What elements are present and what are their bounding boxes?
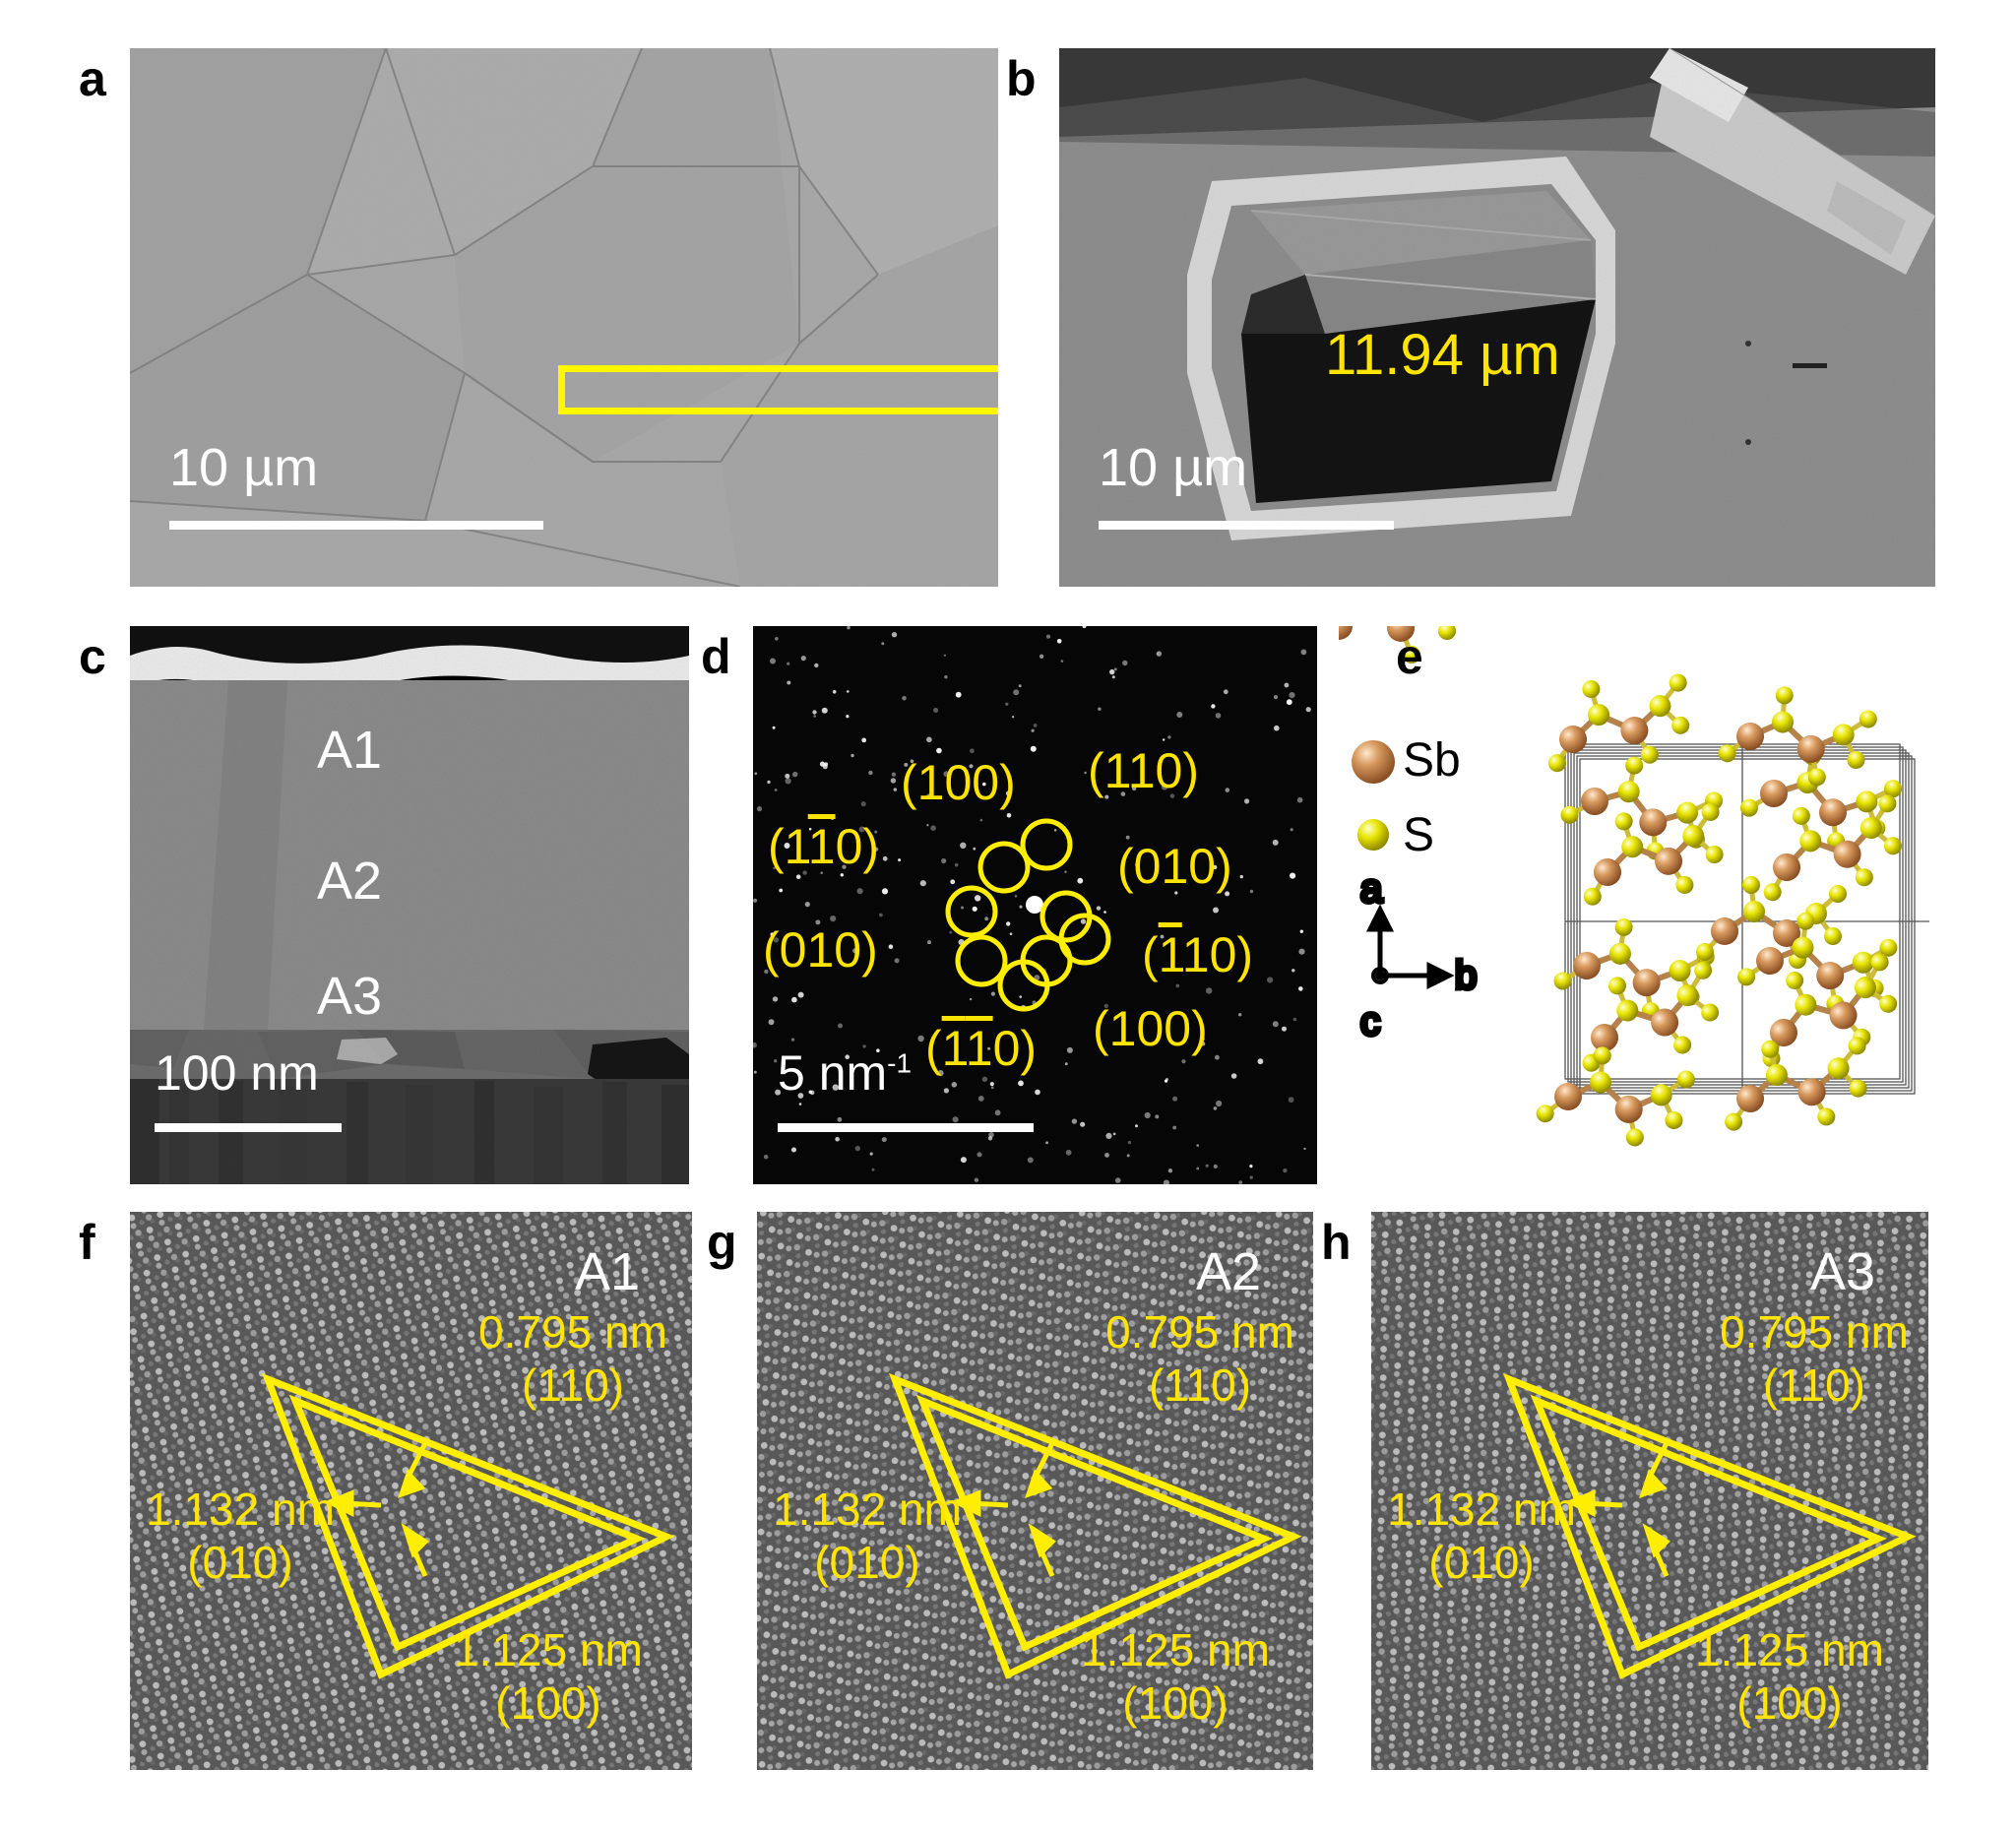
svg-text:S: S xyxy=(1403,809,1434,861)
svg-text:b: b xyxy=(1455,954,1477,997)
svg-text:Sb: Sb xyxy=(1403,734,1461,787)
svg-text:a: a xyxy=(1360,867,1383,911)
svg-text:c: c xyxy=(1360,1000,1380,1043)
